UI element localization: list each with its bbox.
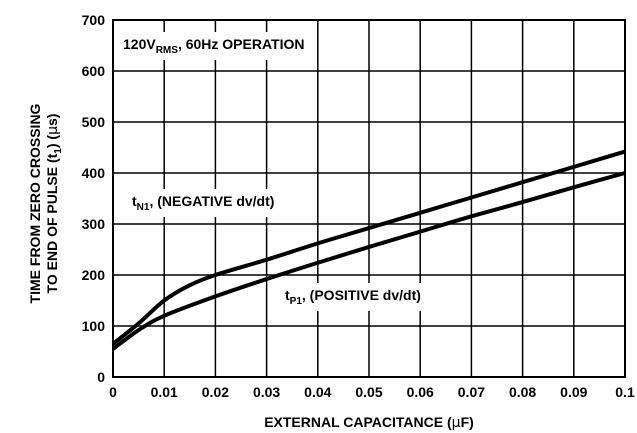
y-tick-label: 400 bbox=[82, 165, 106, 181]
series-p1-main: t bbox=[285, 287, 290, 303]
x-tick-label: 0.01 bbox=[151, 384, 178, 400]
y-tick-label: 300 bbox=[82, 216, 106, 232]
y-axis-label-line1: TIME FROM ZERO CROSSING bbox=[27, 103, 43, 303]
y-axis-label-end: s) bbox=[44, 114, 60, 126]
series-label-p1: tP1, (POSITIVE dv/dt) bbox=[285, 287, 421, 307]
y-axis-label-line2: TO END OF PULSE (t1) (µs) bbox=[44, 114, 64, 294]
x-axis-label-suffix: F) bbox=[461, 414, 474, 430]
series-line-p1 bbox=[111, 171, 626, 351]
condition-label: 120VRMS, 60Hz OPERATION bbox=[123, 36, 304, 56]
y-axis-label: TIME FROM ZERO CROSSING TO END OF PULSE … bbox=[27, 103, 64, 303]
series-label-box-n1 bbox=[128, 189, 279, 217]
condition-suffix: , 60Hz OPERATION bbox=[178, 36, 305, 52]
y-tick-label: 600 bbox=[82, 63, 106, 79]
y-tick-labels: 0 100 200 300 400 500 600 700 bbox=[82, 12, 106, 385]
series-n1-main: t bbox=[132, 193, 137, 209]
x-tick-label: 0.06 bbox=[407, 384, 434, 400]
series-n1-suffix: , (NEGATIVE dv/dt) bbox=[149, 193, 274, 209]
x-axis-label-symbol: µ bbox=[452, 415, 461, 431]
y-axis-label-symbol: µ bbox=[45, 126, 61, 135]
y-axis-label-suffix: ) ( bbox=[44, 135, 60, 149]
y-tick-label: 500 bbox=[82, 114, 106, 130]
series-lines bbox=[111, 149, 626, 351]
series-line-n1 bbox=[111, 149, 626, 346]
condition-sub: RMS bbox=[156, 45, 179, 56]
x-tick-labels: 0 0.01 0.02 0.03 0.04 0.05 0.06 0.07 0.08 0.09 0.1 bbox=[109, 384, 635, 400]
x-tick-label: 0.09 bbox=[560, 384, 587, 400]
x-tick-label: 0.04 bbox=[304, 384, 331, 400]
x-tick-label: 0.05 bbox=[355, 384, 382, 400]
x-axis-label-text: EXTERNAL CAPACITANCE ( bbox=[264, 414, 452, 430]
series-label-n1: tN1, (NEGATIVE dv/dt) bbox=[132, 193, 274, 213]
grid bbox=[112, 19, 626, 378]
series-p1-sub: P1 bbox=[290, 296, 303, 307]
y-tick-label: 0 bbox=[97, 369, 105, 385]
condition-prefix: 120V bbox=[123, 36, 156, 52]
plot-frame bbox=[112, 19, 626, 378]
x-tick-label: 0.03 bbox=[253, 384, 280, 400]
x-tick-label: 0.02 bbox=[202, 384, 229, 400]
x-tick-label: 0.1 bbox=[615, 384, 635, 400]
y-tick-label: 200 bbox=[82, 267, 106, 283]
x-tick-label: 0.08 bbox=[509, 384, 536, 400]
condition-label-box bbox=[119, 32, 309, 60]
x-axis-label: EXTERNAL CAPACITANCE (µF) bbox=[264, 414, 474, 431]
y-axis-label-prefix: TO END OF PULSE (t bbox=[44, 153, 60, 293]
series-n1-sub: N1 bbox=[137, 202, 150, 213]
series-p1-suffix: , (POSITIVE dv/dt) bbox=[302, 287, 421, 303]
series-label-box-p1 bbox=[281, 283, 425, 311]
y-axis-label-sub: 1 bbox=[53, 148, 64, 154]
y-tick-label: 100 bbox=[82, 318, 106, 334]
y-tick-label: 700 bbox=[82, 12, 106, 28]
x-tick-label: 0 bbox=[109, 384, 117, 400]
x-tick-label: 0.07 bbox=[458, 384, 485, 400]
